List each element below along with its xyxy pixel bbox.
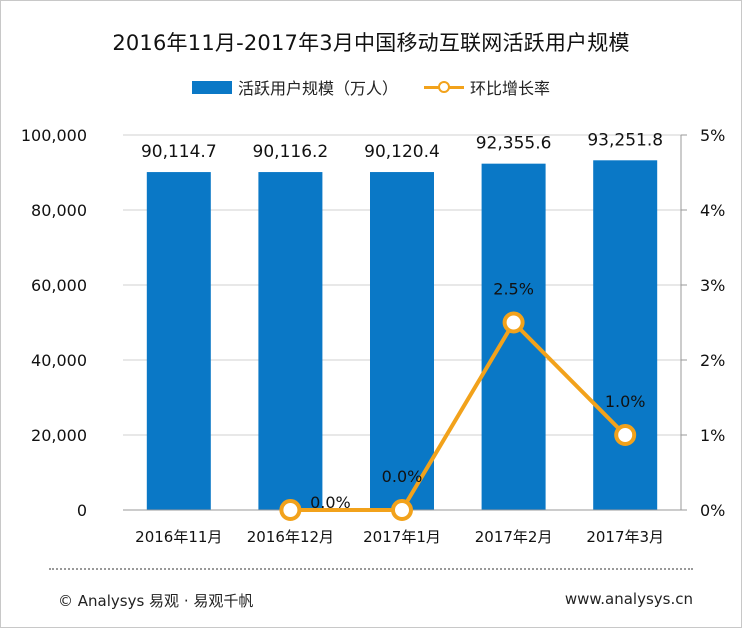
bar — [593, 160, 658, 510]
bar — [146, 172, 211, 510]
chart-title: 2016年11月-2017年3月中国移动互联网活跃用户规模 — [112, 31, 630, 55]
footer-website: www.analysys.cn — [564, 590, 693, 608]
y-axis-left-tick-label: 100,000 — [21, 126, 87, 145]
growth-rate-point — [502, 311, 525, 334]
y-axis-right-tick-label: 4% — [700, 201, 725, 220]
y-axis-left-tick-label: 80,000 — [31, 201, 87, 220]
x-axis-tick-label: 2016年11月 — [135, 528, 222, 546]
bar — [258, 172, 323, 510]
legend-line-label: 环比增长率 — [470, 79, 551, 98]
growth-rate-label: 1.0% — [605, 392, 646, 411]
legend: 活跃用户规模（万人） 环比增长率 — [1, 75, 741, 99]
bar — [370, 172, 434, 510]
legend-bar-label: 活跃用户规模（万人） — [237, 79, 398, 98]
growth-rate-point — [279, 499, 302, 521]
x-axis-tick-label: 2017年3月 — [586, 528, 664, 546]
footer-divider — [49, 568, 693, 570]
y-axis-right-tick-label: 2% — [700, 351, 725, 370]
legend-item-bar: 活跃用户规模（万人） — [191, 75, 398, 99]
y-axis-left-tick-label: 40,000 — [31, 351, 87, 370]
y-axis-right-tick-label: 3% — [700, 276, 725, 295]
legend-item-line: 环比增长率 — [424, 75, 550, 99]
growth-rate-label: 0.0% — [382, 467, 423, 486]
growth-rate-point — [614, 424, 637, 446]
legend-line-swatch — [424, 80, 464, 94]
x-axis-tick-label: 2017年1月 — [363, 528, 441, 546]
bar-value-label: 90,120.4 — [364, 142, 440, 162]
y-axis-left-tick-label: 20,000 — [31, 426, 87, 445]
growth-rate-label: 2.5% — [493, 280, 534, 299]
growth-rate-label: 0.0% — [310, 493, 351, 512]
y-axis-right-tick-label: 5% — [700, 126, 725, 145]
bar-value-label: 90,114.7 — [141, 142, 217, 162]
bar-value-label: 90,116.2 — [253, 142, 329, 162]
y-axis-left-tick-label: 0 — [77, 501, 87, 520]
bar-value-label: 93,251.8 — [587, 130, 663, 150]
y-axis-left-tick-label: 60,000 — [31, 276, 87, 295]
legend-bar-swatch — [191, 80, 232, 94]
growth-rate-line — [290, 320, 627, 512]
growth-rate-point — [391, 499, 413, 521]
y-axis-right-tick-label: 0% — [700, 501, 725, 520]
chart-plot: 0 20,000 40,000 60,000 80,000 100,000 0% 1% 2% 3%… — [21, 126, 726, 546]
footer-copyright: © Analysys 易观 · 易观千帆 — [58, 592, 254, 610]
bar-value-label: 92,355.6 — [476, 134, 552, 154]
y-axis-right-tick-label: 1% — [700, 426, 725, 445]
bar — [481, 163, 546, 510]
x-axis-tick-label: 2017年2月 — [475, 528, 553, 546]
x-axis-tick-label: 2016年12月 — [247, 528, 334, 546]
